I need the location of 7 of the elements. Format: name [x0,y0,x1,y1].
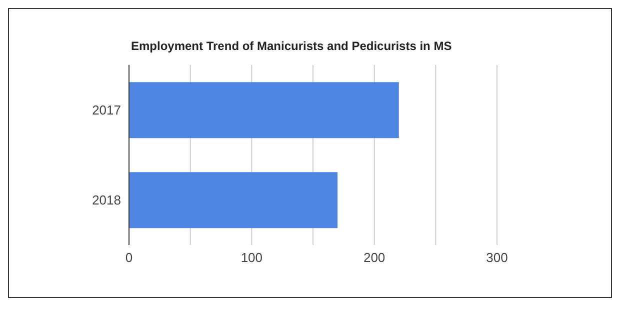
chart-title: Employment Trend of Manicurists and Pedicurists in MS [131,39,452,53]
x-tick-label: 200 [363,250,386,266]
y-tick-label: 2017 [92,102,121,118]
x-tick-label: 100 [240,250,263,266]
x-tick-label: 300 [486,250,508,266]
x-tick-label: 0 [125,250,133,266]
y-tick-label: 2018 [92,192,121,208]
